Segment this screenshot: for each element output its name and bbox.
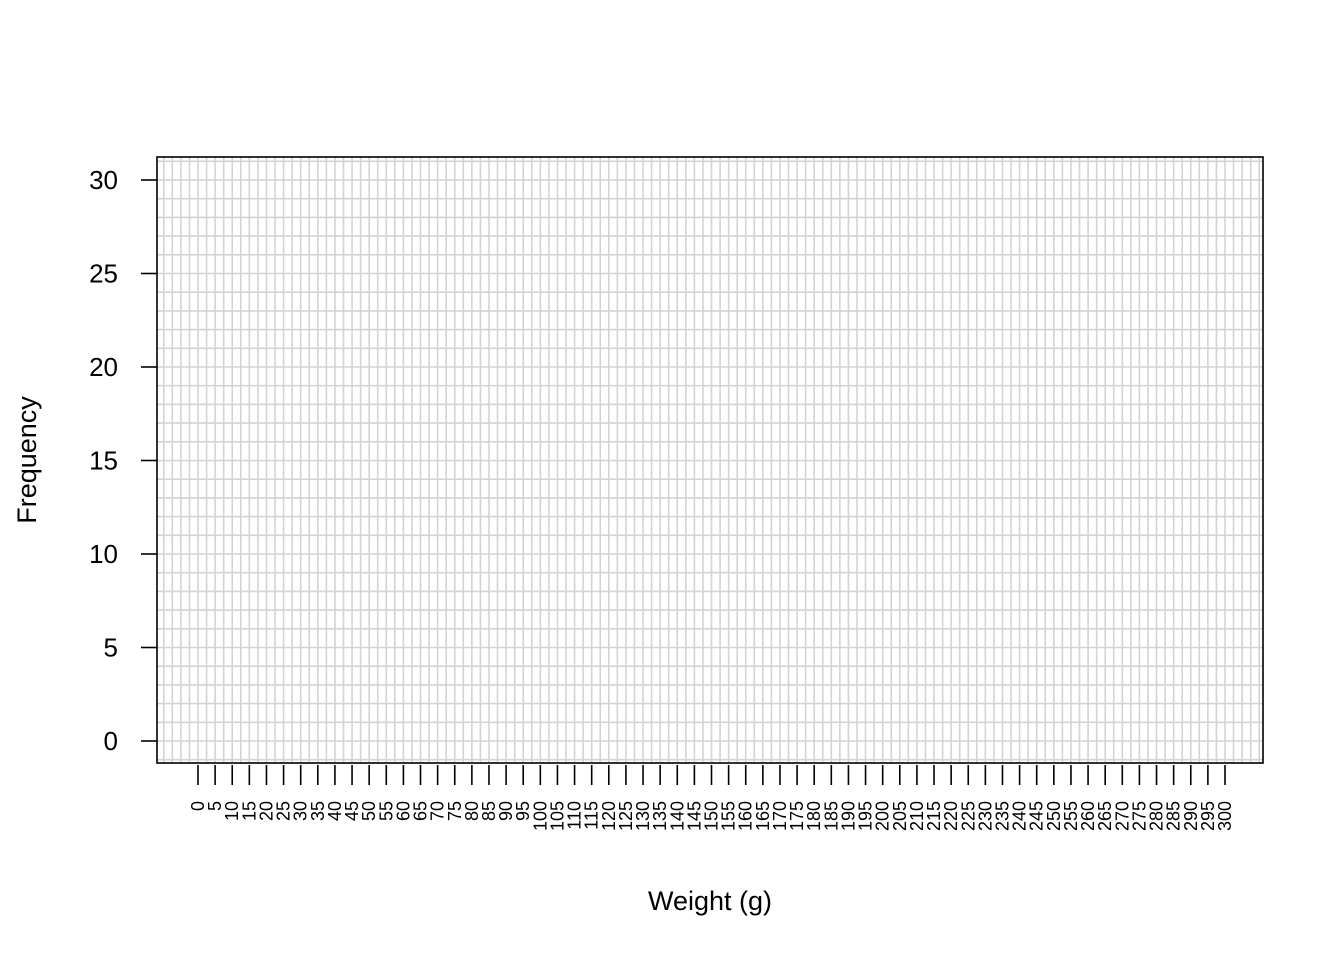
x-tick-label: 145 — [684, 801, 704, 831]
x-tick-label: 140 — [667, 801, 687, 831]
x-tick-label: 230 — [975, 801, 995, 831]
x-tick-label: 0 — [188, 801, 208, 811]
y-tick-label: 25 — [89, 259, 118, 289]
x-tick-label: 75 — [445, 801, 465, 821]
x-tick-label: 130 — [633, 801, 653, 831]
x-tick-label: 220 — [941, 801, 961, 831]
x-tick-label: 290 — [1181, 801, 1201, 831]
x-tick-label: 120 — [599, 801, 619, 831]
x-tick-label: 215 — [924, 801, 944, 831]
x-tick-label: 285 — [1164, 801, 1184, 831]
x-tick-label: 90 — [496, 801, 516, 821]
x-tick-label: 250 — [1044, 801, 1064, 831]
y-tick-label: 20 — [89, 352, 118, 382]
x-tick-label: 55 — [376, 801, 396, 821]
x-tick-label: 225 — [958, 801, 978, 831]
x-tick-label: 200 — [873, 801, 893, 831]
x-tick-label: 165 — [753, 801, 773, 831]
x-tick-label: 30 — [291, 801, 311, 821]
x-tick-label: 265 — [1095, 801, 1115, 831]
y-axis-title: Frequency — [12, 396, 42, 524]
x-tick-label: 185 — [821, 801, 841, 831]
x-tick-label: 10 — [222, 801, 242, 821]
x-tick-label: 295 — [1198, 801, 1218, 831]
y-tick-label: 30 — [89, 165, 118, 195]
x-tick-label: 170 — [770, 801, 790, 831]
x-tick-label: 300 — [1215, 801, 1235, 831]
x-tick-label: 40 — [325, 801, 345, 821]
x-tick-label: 160 — [736, 801, 756, 831]
x-axis-title: Weight (g) — [648, 886, 772, 916]
x-tick-label: 105 — [547, 801, 567, 831]
x-tick-label: 60 — [393, 801, 413, 821]
x-tick-label: 95 — [513, 801, 533, 821]
x-tick-label: 260 — [1078, 801, 1098, 831]
x-tick-label: 45 — [342, 801, 362, 821]
x-tick-label: 190 — [838, 801, 858, 831]
x-tick-label: 5 — [205, 801, 225, 811]
x-tick-label: 270 — [1112, 801, 1132, 831]
y-axis: 0 5 10 15 20 25 30 — [89, 165, 157, 756]
x-tick-label: 275 — [1129, 801, 1149, 831]
x-tick-label: 155 — [719, 801, 739, 831]
x-tick-label: 175 — [787, 801, 807, 831]
x-tick-label: 20 — [256, 801, 276, 821]
x-tick-label: 50 — [359, 801, 379, 821]
x-tick-label: 85 — [479, 801, 499, 821]
x-tick-label: 280 — [1147, 801, 1167, 831]
x-tick-label: 245 — [1027, 801, 1047, 831]
x-tick-label: 80 — [462, 801, 482, 821]
x-tick-label: 125 — [616, 801, 636, 831]
x-tick-label: 70 — [428, 801, 448, 821]
x-tick-label: 100 — [530, 801, 550, 831]
x-tick-label: 65 — [411, 801, 431, 821]
y-tick-label: 15 — [89, 446, 118, 476]
x-tick-label: 180 — [804, 801, 824, 831]
x-tick-label: 255 — [1061, 801, 1081, 831]
x-axis: 0510152025303540455055606570758085909510… — [188, 765, 1235, 831]
x-tick-label: 110 — [565, 801, 585, 830]
y-tick-label: 5 — [104, 633, 118, 663]
x-tick-label: 210 — [907, 801, 927, 831]
grid-lines — [157, 157, 1263, 763]
x-tick-label: 195 — [856, 801, 876, 831]
x-tick-label: 15 — [239, 801, 259, 821]
y-tick-label: 10 — [89, 539, 118, 569]
y-tick-label: 0 — [104, 726, 118, 756]
x-tick-label: 235 — [992, 801, 1012, 831]
x-tick-label: 135 — [650, 801, 670, 831]
x-tick-label: 25 — [274, 801, 294, 821]
x-tick-label: 115 — [582, 801, 602, 830]
x-tick-label: 35 — [308, 801, 328, 821]
x-tick-label: 150 — [702, 801, 722, 831]
x-tick-label: 240 — [1010, 801, 1030, 831]
x-tick-label: 205 — [890, 801, 910, 831]
